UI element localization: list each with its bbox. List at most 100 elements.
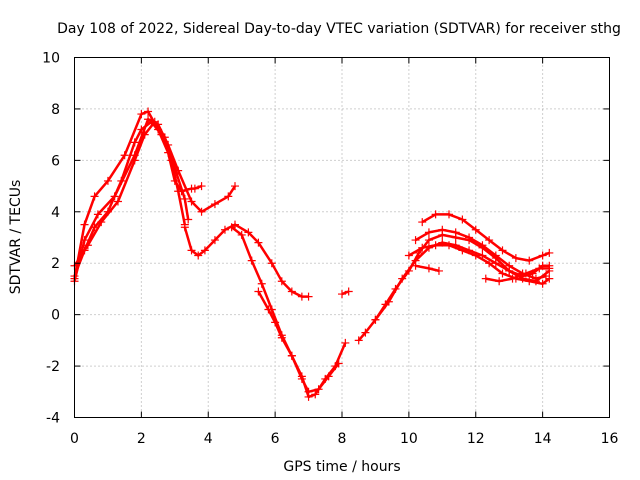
data-point <box>90 192 99 201</box>
data-point <box>237 230 246 239</box>
data-point <box>321 374 330 383</box>
data-point <box>80 236 89 245</box>
data-point <box>120 151 129 160</box>
data-point <box>344 287 353 296</box>
data-point <box>525 277 534 286</box>
data-point <box>271 318 280 327</box>
series-track-5 <box>180 220 313 301</box>
data-point <box>384 297 393 306</box>
series-track-12 <box>411 225 550 283</box>
data-point <box>471 251 480 260</box>
data-point <box>93 210 102 219</box>
series-track-7 <box>254 287 350 401</box>
data-point <box>244 228 253 237</box>
data-point <box>545 248 554 257</box>
data-point <box>220 225 229 234</box>
data-point <box>210 200 219 209</box>
data-point <box>498 246 507 255</box>
data-point <box>254 238 263 247</box>
series-track-6 <box>227 223 343 396</box>
data-point <box>247 256 256 265</box>
data-point <box>90 223 99 232</box>
y-tick-label: 2 <box>51 256 60 272</box>
data-point <box>287 351 296 360</box>
data-point <box>485 236 494 245</box>
data-point <box>445 210 453 219</box>
data-point <box>545 274 554 283</box>
data-point <box>187 246 196 255</box>
series-trace <box>421 213 550 262</box>
data-point <box>137 110 146 119</box>
data-point <box>341 338 350 347</box>
data-point <box>545 264 554 273</box>
data-point <box>194 251 203 260</box>
data-point <box>103 176 112 185</box>
y-tick-label: -2 <box>46 359 60 375</box>
data-point <box>495 277 504 286</box>
data-point <box>424 228 433 237</box>
data-point <box>117 176 126 185</box>
x-tick-label: 10 <box>400 431 418 447</box>
data-point <box>231 182 239 191</box>
data-point <box>197 182 206 191</box>
tick-layer: 0 2 4 6 8 10 12 14 16 -4 -2 0 2 4 6 8 10 <box>42 51 618 448</box>
data-point <box>411 261 420 270</box>
data-point <box>311 390 320 399</box>
data-point <box>418 243 427 252</box>
data-point <box>80 220 89 229</box>
data-point <box>187 197 196 206</box>
y-tick-label: 0 <box>51 308 60 324</box>
y-tick-label: -4 <box>46 411 60 427</box>
series-track-8 <box>338 287 353 299</box>
data-point <box>445 241 453 250</box>
y-tick-label: 8 <box>51 102 60 118</box>
data-point <box>297 372 306 381</box>
data-point <box>174 187 183 196</box>
data-point <box>267 259 276 268</box>
data-point <box>224 192 233 201</box>
grid-layer <box>74 57 610 418</box>
data-point <box>227 223 236 232</box>
data-point <box>535 264 544 273</box>
data-point <box>113 197 122 206</box>
data-point <box>264 305 273 314</box>
data-point <box>458 246 467 255</box>
series-track-4 <box>70 117 189 281</box>
data-point <box>354 336 363 345</box>
data-point <box>257 279 266 288</box>
data-point <box>431 210 440 219</box>
series-trace <box>73 120 190 267</box>
data-point <box>157 130 166 139</box>
data-point <box>184 215 193 224</box>
data-point <box>438 225 447 234</box>
data-point <box>144 107 153 116</box>
data-point <box>130 156 139 165</box>
data-point <box>485 259 494 268</box>
data-point <box>511 254 520 263</box>
y-tick-label: 4 <box>51 205 60 221</box>
data-point <box>147 117 156 126</box>
data-point <box>498 269 507 278</box>
data-point <box>180 223 189 232</box>
data-point <box>190 184 199 193</box>
x-tick-label: 8 <box>338 431 347 447</box>
data-point <box>200 246 209 255</box>
data-point <box>304 292 313 301</box>
data-point <box>103 207 112 216</box>
data-point <box>431 241 440 250</box>
y-tick-label: 10 <box>42 51 60 67</box>
data-point <box>361 328 370 337</box>
series-trace <box>408 243 551 286</box>
data-point <box>338 290 346 299</box>
chart-title: Day 108 of 2022, Sidereal Day-to-day VTE… <box>57 21 621 37</box>
x-tick-label: 12 <box>467 431 485 447</box>
data-point <box>80 246 89 255</box>
data-point <box>130 138 139 147</box>
data-point <box>538 251 547 260</box>
data-point <box>424 264 433 273</box>
y-axis-label: SDTVAR / TECUs <box>8 180 24 295</box>
data-point <box>508 274 517 283</box>
data-point <box>434 266 443 275</box>
x-tick-label: 14 <box>534 431 552 447</box>
data-point <box>491 251 500 260</box>
